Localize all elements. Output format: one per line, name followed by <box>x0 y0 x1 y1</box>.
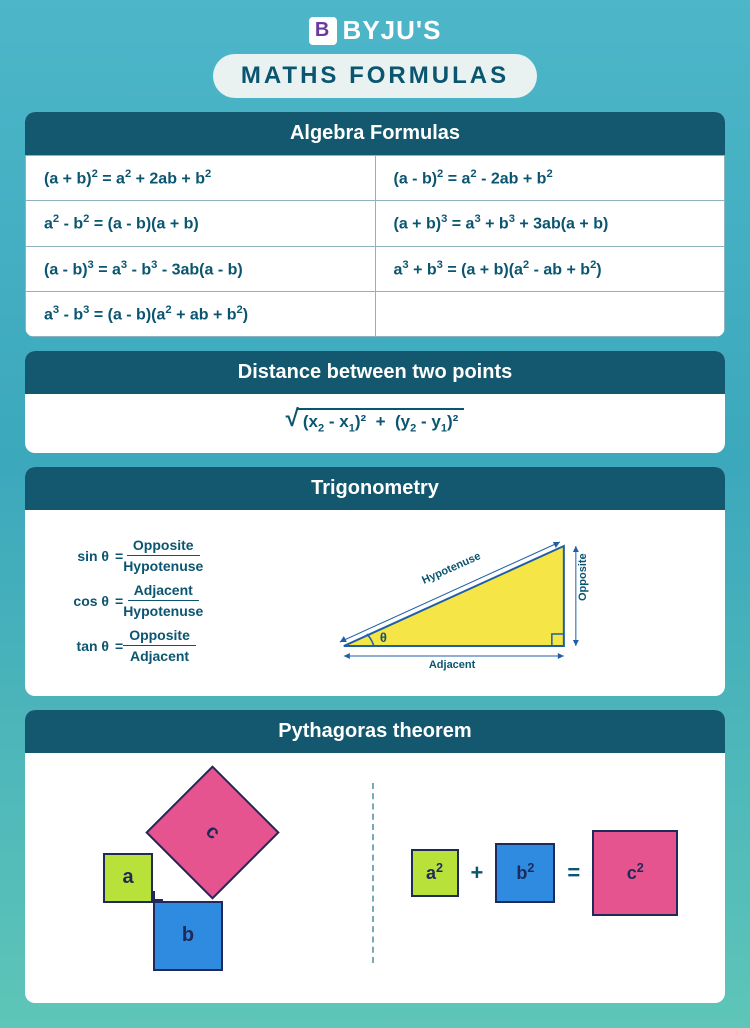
trig-formulas: sin θ = OppositeHypotenuse cos θ = Adjac… <box>55 529 203 672</box>
pythagoras-card: Pythagoras theorem c a b a2 + b2 = c2 <box>25 710 725 1003</box>
algebra-cell: (a + b)2 = a2 + 2ab + b2 <box>26 156 376 201</box>
algebra-cell: (a + b)3 = a3 + b3 + 3ab(a + b) <box>375 201 725 246</box>
pythagoras-equation: a2 + b2 = c2 <box>384 830 705 916</box>
pythagoras-header: Pythagoras theorem <box>25 710 725 753</box>
trig-header: Trigonometry <box>25 467 725 510</box>
distance-formula: √ (x2 - x1)² + (y2 - y1)² <box>25 394 725 452</box>
ratio-label: sin θ <box>55 548 115 564</box>
divider <box>372 783 374 963</box>
algebra-cell: (a - b)3 = a3 - b3 - 3ab(a - b) <box>26 246 376 291</box>
algebra-table: (a + b)2 = a2 + 2ab + b2(a - b)2 = a2 - … <box>25 155 725 337</box>
algebra-cell: a2 - b2 = (a - b)(a + b) <box>26 201 376 246</box>
page-title: MATHS FORMULAS <box>213 54 537 98</box>
svg-text:θ: θ <box>380 630 387 645</box>
svg-text:Opposite: Opposite <box>577 553 589 601</box>
algebra-cell: a3 - b3 = (a - b)(a2 + ab + b2) <box>26 291 376 336</box>
algebra-cell <box>375 291 725 336</box>
brand-text: BYJU'S <box>343 15 442 46</box>
svg-text:Adjacent: Adjacent <box>429 659 476 671</box>
algebra-card: Algebra Formulas (a + b)2 = a2 + 2ab + b… <box>25 112 725 337</box>
triangle-diagram: θ Hypotenuse Opposite Adjacent <box>233 526 695 676</box>
algebra-header: Algebra Formulas <box>25 112 725 155</box>
ratio-label: cos θ <box>55 593 115 609</box>
logo-icon: B <box>309 17 337 45</box>
algebra-cell: (a - b)2 = a2 - 2ab + b2 <box>375 156 725 201</box>
trig-card: Trigonometry sin θ = OppositeHypotenuse … <box>25 467 725 696</box>
pythagoras-diagram: c a b <box>45 773 362 973</box>
distance-card: Distance between two points √ (x2 - x1)²… <box>25 351 725 452</box>
algebra-cell: a3 + b3 = (a + b)(a2 - ab + b2) <box>375 246 725 291</box>
distance-header: Distance between two points <box>25 351 725 394</box>
ratio-label: tan θ <box>55 638 115 654</box>
brand-logo: B BYJU'S <box>25 15 725 46</box>
